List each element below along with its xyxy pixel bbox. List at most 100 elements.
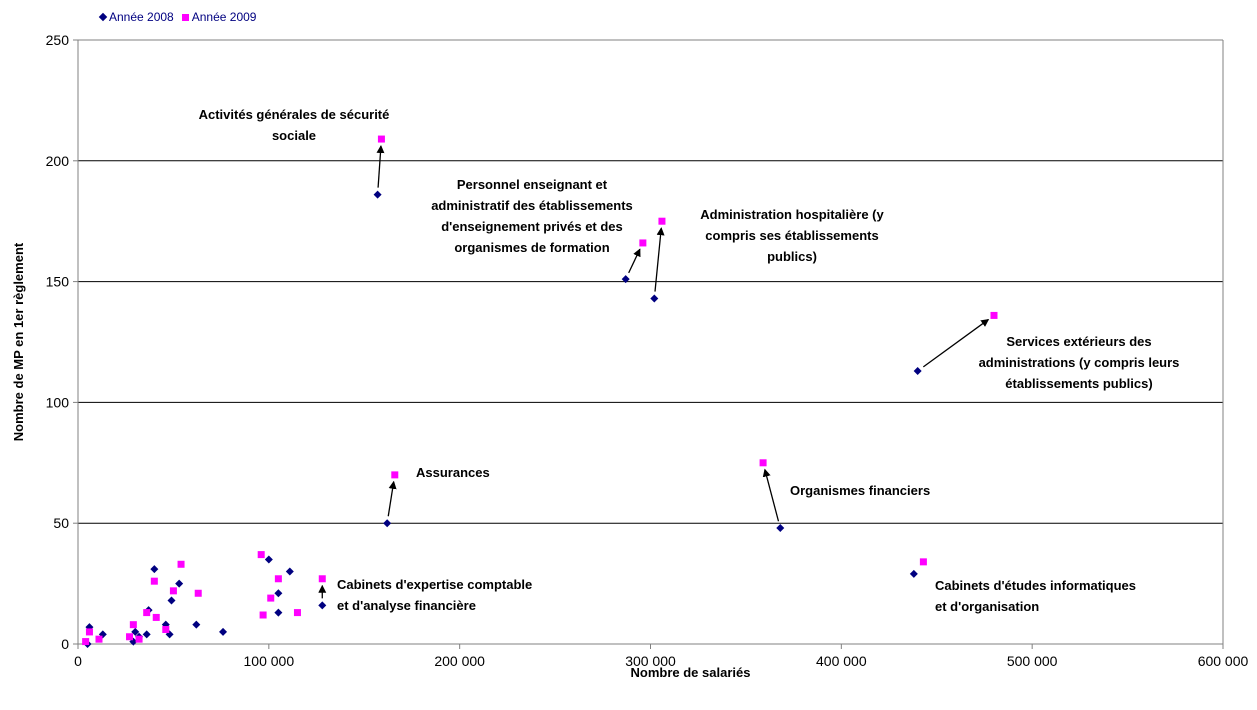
annotation-line-3-2: établissements publics) xyxy=(1005,376,1152,391)
annotation-line-0-1: sociale xyxy=(272,128,316,143)
x-tick-label-5: 500 000 xyxy=(1007,653,1058,669)
point-2009-0 xyxy=(82,638,90,646)
annotation-line-2-2: publics) xyxy=(767,249,817,264)
point-2008-24 xyxy=(776,524,785,533)
annotation-line-2-1: compris ses établissements xyxy=(705,228,878,243)
point-2009-6 xyxy=(143,609,151,617)
annotation-label-1: Personnel enseignant et administratif des… xyxy=(431,177,633,255)
point-2008-23 xyxy=(650,294,659,303)
point-2008-11 xyxy=(167,596,176,605)
x-tick-label-6: 600 000 xyxy=(1198,653,1249,669)
annotation-line-1-3: organismes de formation xyxy=(454,240,609,255)
point-2009-8 xyxy=(152,613,160,621)
chart-legend: Année 2008 Année 2009 xyxy=(98,10,257,24)
point-2009-18 xyxy=(318,575,326,583)
x-tick-label-4: 400 000 xyxy=(816,653,867,669)
point-2008-21 xyxy=(383,519,392,528)
y-tick-label-2: 100 xyxy=(46,394,70,410)
x-tick-label-1: 100 000 xyxy=(244,653,295,669)
point-2009-9 xyxy=(162,626,170,634)
point-2008-8 xyxy=(150,565,159,574)
point-2008-17 xyxy=(274,589,283,598)
y-tick-label-0: 0 xyxy=(61,636,69,652)
annotation-line-7-0: Cabinets d'études informatiques xyxy=(935,578,1136,593)
point-2008-20 xyxy=(373,190,382,199)
point-2008-6 xyxy=(142,630,151,639)
point-2009-14 xyxy=(259,611,267,619)
y-axis-title: Nombre de MP en 1er règlement xyxy=(11,242,26,441)
point-2009-13 xyxy=(257,551,265,559)
annotation-label-2: Administration hospitalière (y compris se… xyxy=(700,207,884,264)
x-tick-label-0: 0 xyxy=(74,653,82,669)
point-2009-24 xyxy=(919,558,927,566)
annotation-line-1-0: Personnel enseignant et xyxy=(457,177,608,192)
annotation-line-0-0: Activités générales de sécurité xyxy=(199,107,390,122)
point-2009-21 xyxy=(639,239,647,247)
point-2009-10 xyxy=(169,587,177,595)
point-2009-23 xyxy=(759,459,767,467)
point-2008-14 xyxy=(219,627,228,636)
legend-label-2008: Année 2008 xyxy=(109,10,174,24)
point-2009-7 xyxy=(150,577,158,585)
annotation-label-5: Organismes financiers xyxy=(790,483,930,498)
annotation-line-4-0: Assurances xyxy=(416,465,490,480)
point-2008-16 xyxy=(274,608,283,617)
point-2008-15 xyxy=(264,555,273,564)
annotation-line-7-1: et d'organisation xyxy=(935,599,1039,614)
annotation-label-7: Cabinets d'études informatiques et d'orga… xyxy=(935,578,1136,614)
annotation-line-2-0: Administration hospitalière (y xyxy=(700,207,884,222)
annotation-label-3: Services extérieurs des administrations (… xyxy=(979,334,1180,391)
point-2009-4 xyxy=(129,621,137,629)
annotation-label-6: Cabinets d'expertise comptable et d'analy… xyxy=(337,577,532,613)
annotation-arrow-5 xyxy=(922,318,990,368)
point-2009-25 xyxy=(990,311,998,319)
legend-item-2008: Année 2008 xyxy=(98,10,174,24)
annotation-line-6-0: Cabinets d'expertise comptable xyxy=(337,577,532,592)
point-2009-5 xyxy=(135,635,143,643)
annotation-arrow-1 xyxy=(387,480,397,517)
point-2008-4 xyxy=(131,627,140,636)
point-2009-19 xyxy=(377,135,385,143)
annotation-arrow-0 xyxy=(376,145,385,188)
point-2009-1 xyxy=(85,628,93,636)
annotation-label-4: Assurances xyxy=(416,465,490,480)
point-2008-26 xyxy=(913,366,922,375)
point-2008-12 xyxy=(175,579,184,588)
point-2009-15 xyxy=(267,594,275,602)
point-2009-16 xyxy=(274,575,282,583)
annotation-line-1-2: d'enseignement privés et des xyxy=(441,219,623,234)
point-2008-25 xyxy=(909,569,918,578)
diamond-marker-icon xyxy=(98,12,108,22)
point-2008-22 xyxy=(621,275,630,284)
point-2008-19 xyxy=(318,601,327,610)
point-2009-22 xyxy=(658,217,666,225)
annotation-line-5-0: Organismes financiers xyxy=(790,483,930,498)
point-2009-11 xyxy=(177,560,185,568)
point-2009-12 xyxy=(194,589,202,597)
annotation-arrow-3 xyxy=(654,227,665,292)
point-2009-17 xyxy=(293,609,301,617)
point-2009-20 xyxy=(391,471,399,479)
annotation-label-0: Activités générales de sécurité sociale xyxy=(199,107,390,143)
annotation-line-1-1: administratif des établissements xyxy=(431,198,633,213)
legend-label-2009: Année 2009 xyxy=(191,10,257,24)
annotation-line-3-0: Services extérieurs des xyxy=(1006,334,1151,349)
annotation-line-6-1: et d'analyse financière xyxy=(337,598,476,613)
y-tick-label-5: 250 xyxy=(46,32,70,48)
point-2008-18 xyxy=(285,567,294,576)
annotation-arrow-2 xyxy=(628,248,641,274)
y-tick-label-3: 150 xyxy=(46,274,70,290)
point-2008-13 xyxy=(192,620,201,629)
annotation-arrow-4 xyxy=(762,468,780,522)
annotation-line-3-1: administrations (y compris leurs xyxy=(979,355,1180,370)
y-tick-label-4: 200 xyxy=(46,153,70,169)
x-tick-label-2: 200 000 xyxy=(434,653,485,669)
point-2009-3 xyxy=(126,633,134,641)
x-tick-label-3: 300 000 xyxy=(625,653,676,669)
legend-item-2009: Année 2009 xyxy=(181,10,257,24)
x-axis-title: Nombre de salariés xyxy=(631,665,751,680)
square-marker-icon xyxy=(181,13,189,21)
y-tick-label-1: 50 xyxy=(53,515,69,531)
